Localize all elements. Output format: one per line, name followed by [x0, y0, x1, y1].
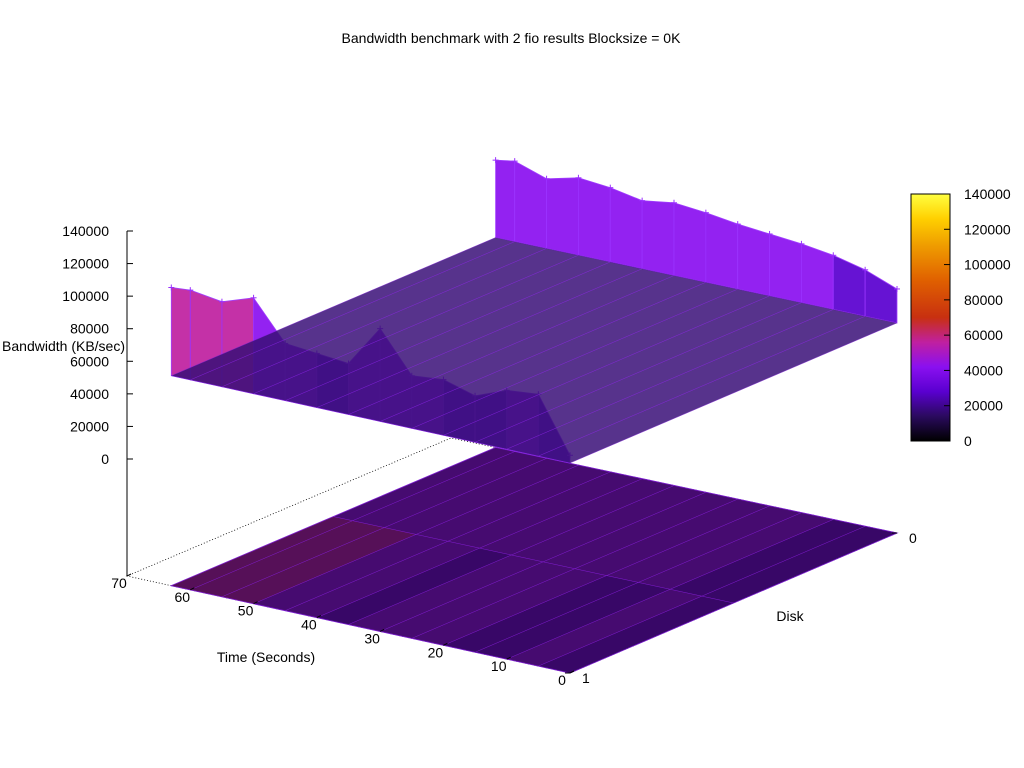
surface-panel	[769, 233, 802, 304]
colorbar-tick-label: 80000	[964, 292, 1003, 308]
surface-panel	[705, 212, 739, 290]
x-tick-mark	[190, 587, 195, 591]
floor-patch	[170, 516, 354, 591]
data-point	[702, 209, 709, 216]
surface-panel	[170, 287, 191, 381]
z-tick-label: 60000	[70, 353, 109, 369]
data-point	[734, 221, 741, 228]
data-point	[543, 175, 550, 182]
surface-panel	[495, 159, 516, 243]
x-tick-mark	[253, 601, 258, 605]
y-axis-label: Disk	[776, 608, 804, 624]
z-tick-group: 0 20000 40000 60000 80000 100000 120000 140000	[62, 223, 133, 467]
y-tick-label: 0	[909, 530, 917, 546]
colorbar-tick-label: 100000	[964, 257, 1011, 273]
data-point	[766, 230, 773, 237]
colorbar-tick-label: 20000	[964, 398, 1003, 414]
x-tick-label: 70	[111, 575, 127, 591]
data-point	[798, 240, 805, 247]
colorbar-tick-label: 60000	[964, 327, 1003, 343]
z-tick-label: 140000	[62, 223, 109, 239]
colorbar-tick-label: 40000	[964, 362, 1003, 378]
data-point	[187, 287, 194, 294]
data-point	[168, 284, 175, 291]
data-point	[671, 199, 677, 206]
x-tick-mark	[506, 656, 511, 660]
x-tick-mark	[126, 573, 132, 577]
z-tick-label: 40000	[70, 386, 109, 402]
z-tick-label: 80000	[70, 321, 109, 337]
data-point	[511, 158, 518, 165]
x-tick-label: 60	[174, 589, 190, 605]
colorbar-tick-label: 120000	[964, 221, 1011, 237]
colorbar-tick-group: 0 20000 40000 60000 80000 100000 120000 140000	[944, 186, 1011, 449]
x-tick-label: 20	[428, 644, 444, 660]
x-tick-label: 10	[491, 658, 507, 674]
data-point	[862, 266, 869, 273]
data-point	[894, 285, 900, 292]
z-axis-label: Bandwidth (KB/sec)	[2, 338, 125, 354]
surface-panel	[578, 177, 611, 263]
x-tick-label: 0	[558, 672, 566, 688]
surface-panel	[864, 269, 898, 324]
surface-panel	[641, 200, 675, 276]
y-tick-group: 01	[565, 530, 917, 686]
data-point	[607, 184, 614, 191]
surface-panel	[832, 254, 866, 317]
data-point	[575, 174, 582, 181]
x-tick-mark	[443, 642, 448, 646]
x-tick-label: 40	[301, 617, 317, 633]
x-tick-label: 30	[364, 630, 380, 646]
floor-projection	[169, 446, 899, 674]
surface-panel	[546, 177, 579, 256]
surface-panel	[737, 223, 770, 297]
data-point	[492, 157, 499, 164]
surface-layer	[168, 157, 900, 464]
x-tick-mark	[379, 628, 385, 632]
data-point	[830, 252, 837, 259]
data-point	[250, 294, 257, 301]
chart-title: Bandwidth benchmark with 2 fio results B…	[342, 30, 682, 46]
z-tick-label: 120000	[62, 256, 109, 272]
x-tick-mark	[316, 615, 322, 619]
data-point	[639, 197, 646, 204]
inter-disk-sheet	[170, 237, 516, 381]
z-tick-label: 20000	[70, 418, 109, 434]
colorbar-tick-label: 140000	[964, 186, 1011, 202]
surface-panel	[801, 243, 834, 310]
colorbar-tick-label: 0	[964, 433, 972, 449]
data-point	[218, 298, 225, 305]
z-tick-label: 0	[101, 451, 109, 467]
y-tick-label: 1	[582, 670, 590, 686]
surface-panel	[514, 160, 547, 249]
x-tick-mark	[569, 670, 575, 674]
colorbar	[910, 193, 951, 442]
x-axis-label: Time (Seconds)	[217, 649, 315, 665]
z-tick-label: 100000	[62, 288, 109, 304]
surface-panel	[609, 187, 643, 270]
x-tick-group: 0 10 20 30 40 50 60 70	[111, 573, 575, 688]
x-tick-label: 50	[238, 603, 254, 619]
surface-panel	[673, 202, 707, 283]
